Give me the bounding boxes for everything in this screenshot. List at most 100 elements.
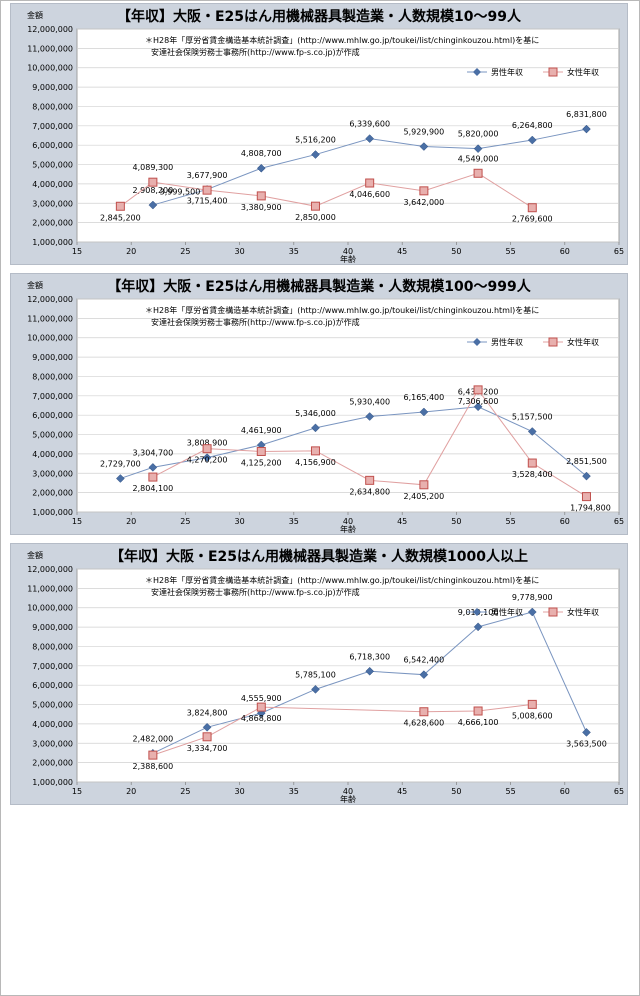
chart-panel-large: 1,000,000 2,000,000 3,000,000 4,000,000 5,00… — [10, 543, 628, 805]
y-tick-label: 7,000,000 — [32, 392, 73, 401]
y-tick-label: 9,000,000 — [32, 353, 73, 362]
x-tick-label: 65 — [614, 247, 624, 256]
data-point-female — [202, 185, 212, 195]
data-point-male — [311, 684, 320, 694]
x-tick-label: 40 — [343, 517, 353, 526]
data-label: 6,718,300 — [349, 652, 390, 661]
y-tick-label: 2,000,000 — [32, 759, 73, 768]
data-point-female — [419, 480, 429, 490]
data-point-female — [202, 444, 212, 454]
data-label: 5,929,900 — [404, 128, 445, 137]
data-point-male — [116, 474, 125, 483]
x-tick-label: 55 — [506, 247, 516, 256]
data-label: 3,563,500 — [566, 739, 607, 748]
y-tick-label: 7,000,000 — [32, 122, 73, 131]
data-point-male — [582, 471, 591, 481]
chart-title: 【年収】大阪・E25はん用機械器具製造業・人数規模100～999人 — [107, 278, 531, 295]
data-point-male — [527, 427, 537, 436]
chart-panel-medium: 1,000,000 2,000,000 3,000,000 4,000,000 5,00… — [10, 273, 628, 535]
y-tick-label: 5,000,000 — [32, 701, 73, 710]
x-tick-label: 50 — [451, 517, 461, 526]
x-tick-label: 45 — [397, 787, 407, 796]
data-label: 4,555,900 — [241, 694, 282, 703]
data-label: 2,845,200 — [100, 213, 141, 222]
data-label: 4,549,000 — [458, 154, 499, 163]
data-point-male — [473, 402, 483, 412]
y-tick-label: 8,000,000 — [32, 642, 73, 651]
y-tick-label: 8,000,000 — [32, 102, 73, 111]
data-point-female — [473, 385, 483, 395]
data-point-female — [202, 732, 212, 742]
x-tick-label: 45 — [397, 517, 407, 526]
data-label: 4,628,600 — [404, 719, 445, 728]
data-point-male — [473, 622, 483, 632]
x-tick-label: 15 — [72, 787, 82, 796]
x-tick-label: 25 — [180, 517, 190, 526]
x-axis-label: 年齢 — [340, 254, 356, 264]
data-point-male — [419, 407, 429, 417]
y-tick-label: 9,000,000 — [32, 83, 73, 92]
x-tick-label: 35 — [289, 517, 299, 526]
chart-note: 安達社会保険労務士事務所(http://www.fp-s.co.jp)が作成 — [151, 587, 360, 597]
x-tick-label: 45 — [397, 247, 407, 256]
data-point-male — [365, 412, 375, 421]
legend-label-male: 男性年収 — [491, 67, 523, 77]
data-point-female — [256, 446, 266, 456]
data-point-female — [527, 458, 537, 468]
data-point-male — [473, 144, 483, 154]
x-tick-label: 40 — [343, 247, 353, 256]
y-tick-label: 2,000,000 — [32, 489, 73, 498]
y-tick-label: 3,000,000 — [32, 739, 73, 748]
y-tick-label: 4,000,000 — [32, 450, 73, 459]
data-label: 4,156,900 — [295, 458, 336, 467]
data-label: 1,794,800 — [570, 504, 611, 513]
data-point-female — [365, 475, 375, 485]
data-label: 4,666,100 — [458, 718, 499, 727]
y-tick-label: 11,000,000 — [27, 314, 73, 323]
data-label: 6,831,800 — [566, 110, 607, 119]
data-label: 7,306,600 — [458, 397, 499, 406]
y-tick-label: 4,000,000 — [32, 180, 73, 189]
data-label: 3,642,000 — [404, 198, 445, 207]
data-label: 2,804,100 — [133, 484, 174, 493]
data-point-male — [527, 607, 537, 617]
x-tick-label: 40 — [343, 787, 353, 796]
x-tick-label: 55 — [506, 517, 516, 526]
x-tick-label: 30 — [235, 517, 245, 526]
data-label-overlap: 3,999,500 — [160, 187, 201, 196]
y-tick-label: 8,000,000 — [32, 372, 73, 381]
data-label: 3,380,900 — [241, 203, 282, 212]
y-tick-label: 9,000,000 — [32, 623, 73, 632]
legend-marker-male — [473, 338, 481, 346]
x-tick-label: 60 — [560, 787, 570, 796]
data-label: 3,824,800 — [187, 708, 228, 717]
legend-label-female: 女性年収 — [567, 607, 599, 617]
data-label: 2,850,000 — [295, 213, 336, 222]
y-tick-label: 2,000,000 — [32, 219, 73, 228]
plot-area — [76, 28, 620, 243]
data-label: 3,808,900 — [187, 439, 228, 448]
data-point-female — [527, 699, 537, 709]
data-point-male — [148, 200, 158, 210]
x-tick-label: 15 — [72, 517, 82, 526]
x-axis-label: 年齢 — [340, 524, 356, 534]
x-tick-label: 60 — [560, 247, 570, 256]
data-label: 3,715,400 — [187, 196, 228, 205]
y-tick-label: 12,000,000 — [27, 25, 73, 34]
y-tick-label: 4,000,000 — [32, 720, 73, 729]
data-point-female — [527, 203, 537, 213]
data-point-male — [527, 135, 537, 145]
data-point-male — [365, 134, 375, 143]
y-tick-label: 11,000,000 — [27, 584, 73, 593]
legend-label-male: 男性年収 — [491, 337, 523, 347]
data-point-female — [419, 707, 429, 717]
x-tick-label: 35 — [289, 247, 299, 256]
data-point-female — [148, 472, 158, 482]
data-point-male — [419, 670, 429, 680]
y-axis-label: 金額 — [27, 280, 43, 290]
data-label: 6,339,600 — [349, 120, 390, 129]
data-label: 3,528,400 — [512, 470, 553, 479]
legend-marker-female — [548, 67, 558, 77]
data-point-female — [419, 186, 429, 196]
x-tick-label: 20 — [126, 247, 136, 256]
